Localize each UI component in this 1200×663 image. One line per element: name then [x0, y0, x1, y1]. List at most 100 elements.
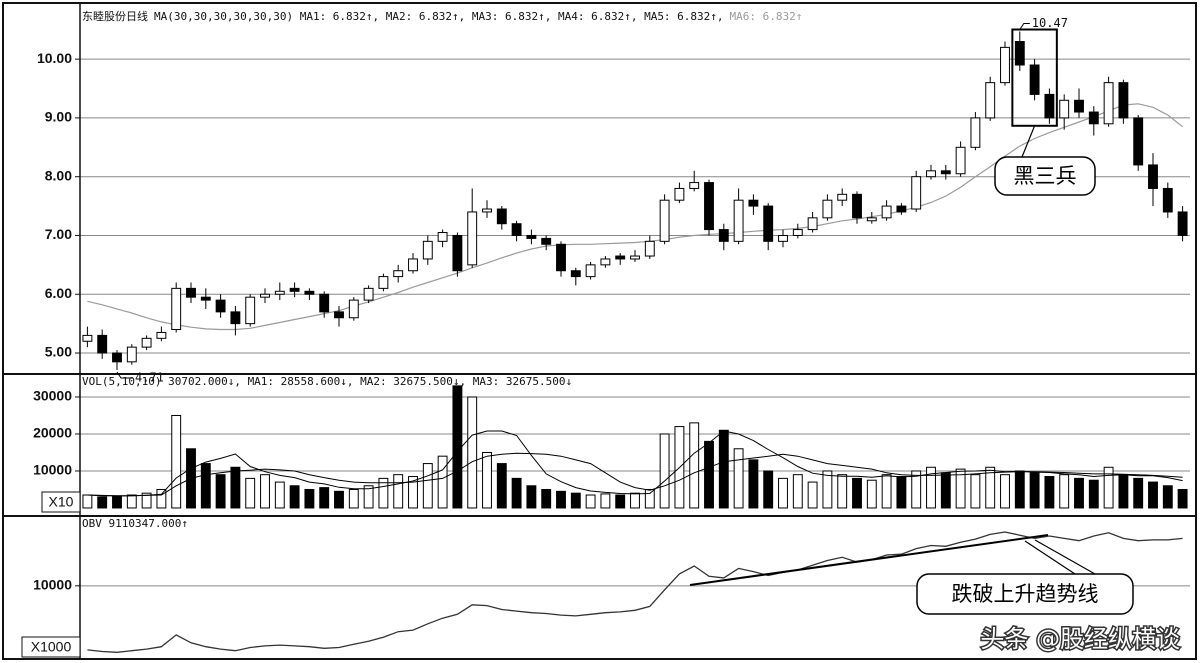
marker-arrow [1019, 23, 1030, 30]
candle-body [171, 287, 182, 331]
candle-body [1133, 117, 1144, 166]
candle-body [866, 217, 877, 222]
y-tick-label: 7.00 [45, 226, 72, 242]
candle-body [852, 193, 862, 219]
candle-body [304, 290, 315, 295]
volume-header: VOL(5,10,10) 30702.000↓, MA1: 28558.600↓… [82, 375, 572, 388]
candle-body [319, 293, 330, 313]
legend-text-muted: MA6: 6.832↑ [730, 10, 803, 23]
y-tick-label: 8.00 [45, 167, 72, 183]
candle-body [126, 346, 137, 363]
volume-bar [600, 493, 611, 509]
candle-body [1000, 46, 1010, 84]
callout-text: 黑三兵 [1014, 164, 1077, 188]
volume-bar [452, 385, 463, 509]
candle-body [570, 270, 581, 278]
candle-body [1118, 82, 1129, 119]
candle-body [378, 276, 389, 289]
candle-body [274, 290, 285, 295]
y-tick-label: 10.00 [37, 50, 72, 66]
unit-label: X10 [49, 494, 74, 510]
candle-body [955, 146, 966, 175]
candle-body [1029, 64, 1040, 95]
volume-bar [1177, 488, 1188, 509]
candle-body [156, 331, 167, 339]
volume-bar [955, 468, 966, 509]
volume-bar [881, 474, 892, 509]
candle-body [718, 229, 729, 242]
candle-body [615, 255, 626, 260]
candle-body [141, 337, 152, 348]
volume-bar [837, 474, 848, 509]
volume-bar [852, 477, 862, 509]
watermark: 头条 @股经纵横谈 [980, 625, 1180, 653]
candle-body [511, 223, 522, 236]
y-tick-label: 30000 [33, 388, 72, 404]
volume-bar [334, 490, 344, 509]
candle-body [496, 208, 507, 225]
candle-body [822, 199, 833, 219]
volume-bar [1014, 470, 1025, 509]
candle-body [1103, 82, 1114, 125]
volume-bar [82, 494, 93, 509]
volume-bar [585, 494, 596, 509]
volume-bar [866, 479, 877, 509]
y-tick-label: 10000 [33, 462, 72, 478]
candle-body [763, 205, 774, 242]
candle-body [1088, 111, 1099, 125]
volume-bar [1162, 485, 1173, 509]
volume-bar [556, 490, 566, 509]
candle-body [422, 240, 433, 260]
candle-body [778, 234, 788, 242]
y-tick-label: 10000 [33, 577, 72, 593]
volume-bar [422, 463, 433, 509]
candle-body [881, 205, 892, 219]
volume-bar [289, 485, 300, 509]
volume-bar [659, 433, 670, 509]
volume-bar [615, 494, 626, 509]
candle-body [659, 199, 670, 242]
volume-bar [348, 488, 359, 509]
volume-bar [570, 492, 581, 509]
mark-layer: 10.474.71 [82, 16, 1188, 653]
volume-bar [985, 466, 996, 509]
candle-body [200, 296, 211, 301]
volume-bar [378, 477, 389, 509]
volume-bar [1148, 481, 1158, 509]
candle-body [82, 334, 93, 342]
volume-bar [1103, 466, 1114, 509]
volume-bar [1029, 472, 1040, 509]
candle-body [526, 234, 537, 239]
candle-body [482, 208, 492, 213]
volume-bar [319, 487, 330, 509]
volume-bar [896, 476, 907, 509]
candle-body [334, 311, 344, 319]
candle-body [792, 229, 803, 236]
volume-bar [171, 414, 182, 509]
volume-bar [689, 422, 700, 509]
volume-bar [467, 396, 478, 509]
volume-bar [1074, 477, 1084, 509]
candle-body [245, 296, 256, 325]
candle-body [1044, 93, 1055, 119]
volume-bar [304, 488, 315, 509]
volume-bar [748, 459, 759, 509]
unit-label: X1000 [31, 639, 72, 655]
candle-body [704, 182, 714, 231]
volume-bar [926, 466, 936, 509]
candle-body [112, 352, 122, 363]
candle-body [393, 270, 404, 278]
candle-body [585, 264, 596, 278]
candle-body [215, 299, 226, 313]
volume-bar [230, 466, 241, 509]
volume-bar [1133, 477, 1144, 509]
volume-bar [526, 485, 537, 509]
y-tick-label: 5.00 [45, 344, 72, 360]
volume-bar [141, 492, 152, 509]
candle-body [970, 117, 981, 148]
callout-text: 跌破上升趋势线 [952, 582, 1099, 606]
trend-line [689, 534, 1049, 586]
candle-body [896, 205, 907, 213]
candle-body [348, 299, 359, 319]
volume-bar [970, 474, 981, 509]
